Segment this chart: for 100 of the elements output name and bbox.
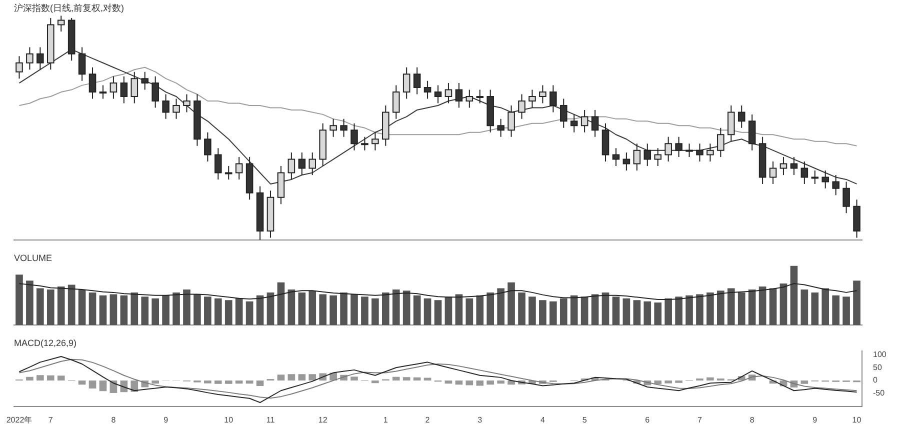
bar xyxy=(88,292,96,325)
x-tick-label: 1 xyxy=(383,415,388,424)
bar xyxy=(444,296,452,325)
bar xyxy=(644,301,652,325)
bar xyxy=(350,294,358,325)
bar xyxy=(591,294,599,325)
bar xyxy=(36,288,44,325)
bar xyxy=(78,380,86,385)
bar xyxy=(298,374,306,381)
bar xyxy=(68,284,76,325)
bar xyxy=(790,266,798,325)
x-tick-label: 7 xyxy=(48,415,54,424)
bar xyxy=(811,292,819,325)
bar xyxy=(392,376,400,381)
bar xyxy=(141,296,149,325)
x-tick-label: 7 xyxy=(698,415,702,424)
bar xyxy=(528,296,536,325)
bar xyxy=(424,378,432,381)
bar xyxy=(758,286,766,325)
bar xyxy=(246,301,254,325)
bar xyxy=(16,274,23,325)
bar xyxy=(46,375,54,381)
bar xyxy=(560,298,568,325)
bar xyxy=(224,300,232,325)
bar xyxy=(183,289,190,325)
bar xyxy=(717,378,724,381)
bar xyxy=(214,298,222,325)
bar xyxy=(340,292,348,325)
x-tick-label: 12 xyxy=(318,415,328,424)
bar xyxy=(402,377,410,381)
bar xyxy=(602,292,610,325)
bar xyxy=(832,295,840,325)
bar xyxy=(99,295,107,325)
bar xyxy=(330,295,337,325)
bar xyxy=(486,380,494,385)
bar xyxy=(444,380,452,384)
bar xyxy=(110,294,118,325)
bar xyxy=(455,294,463,325)
bar xyxy=(769,288,777,325)
bar xyxy=(654,302,662,325)
bar xyxy=(57,286,65,325)
bar xyxy=(256,295,264,325)
bar xyxy=(853,280,860,325)
y-tick-label: 50 xyxy=(873,362,882,372)
bar xyxy=(130,292,138,325)
x-tick-label: 8 xyxy=(111,415,116,424)
bar xyxy=(57,376,65,381)
x-tick-label: 6 xyxy=(645,415,650,424)
bar xyxy=(800,289,808,325)
bar xyxy=(382,292,390,325)
chart-title: MACD(12,26,9) xyxy=(14,338,77,348)
bar xyxy=(518,292,526,325)
x-tick-label: 3 xyxy=(478,415,483,424)
bar xyxy=(842,296,850,325)
bar xyxy=(476,295,484,325)
x-tick-label: 11 xyxy=(266,415,276,424)
bar xyxy=(194,294,201,325)
bar xyxy=(664,380,672,384)
bar xyxy=(706,292,714,325)
bar xyxy=(424,298,432,325)
bar xyxy=(539,300,546,325)
bar xyxy=(277,282,285,325)
bar xyxy=(308,374,316,381)
bar xyxy=(800,380,808,384)
bar xyxy=(288,374,296,381)
bar xyxy=(696,294,704,325)
bar xyxy=(413,377,421,381)
bar xyxy=(319,294,327,325)
bar xyxy=(413,295,421,325)
bar xyxy=(256,380,264,386)
bar xyxy=(738,292,746,325)
chart-title: 沪深指数(日线,前复权,对数) xyxy=(14,2,124,13)
bar xyxy=(664,298,672,325)
y-tick-label: 0 xyxy=(873,376,878,385)
bar xyxy=(706,377,714,381)
bar xyxy=(350,376,358,381)
bar xyxy=(696,378,704,381)
bar xyxy=(308,290,316,325)
y-tick-label: 100 xyxy=(873,350,887,359)
bar xyxy=(288,289,296,325)
bar xyxy=(235,298,243,325)
bar xyxy=(152,298,159,325)
bar xyxy=(654,380,662,384)
bar xyxy=(214,380,222,384)
bar xyxy=(120,295,128,325)
bar xyxy=(497,380,504,384)
bar xyxy=(780,284,788,325)
bar xyxy=(727,288,735,325)
bar xyxy=(686,295,693,325)
bar xyxy=(622,298,630,325)
bar xyxy=(476,380,484,386)
y-tick-label: -50 xyxy=(873,388,886,398)
bar xyxy=(549,301,557,325)
bar xyxy=(497,288,504,325)
bar xyxy=(434,300,442,325)
bar xyxy=(26,376,34,381)
x-tick-label: 9 xyxy=(164,415,169,424)
bar xyxy=(466,298,474,325)
bar xyxy=(152,380,159,384)
x-tick-label: 9 xyxy=(812,415,818,424)
